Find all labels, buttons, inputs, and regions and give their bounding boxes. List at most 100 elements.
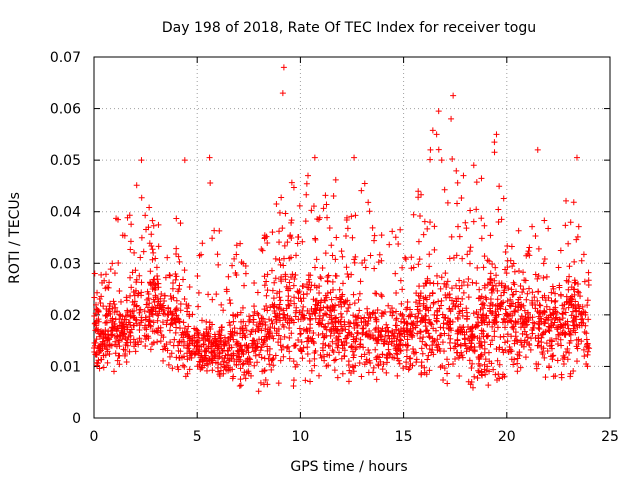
data-point [298, 339, 305, 346]
data-point [246, 318, 253, 325]
data-point [261, 306, 268, 313]
data-point [449, 318, 456, 325]
data-point [182, 331, 189, 338]
data-point [338, 314, 345, 321]
data-point [198, 251, 205, 258]
data-point [474, 374, 481, 381]
data-point [413, 290, 420, 297]
data-point [146, 317, 153, 324]
data-point [562, 222, 569, 229]
data-point [548, 338, 555, 345]
data-point [523, 252, 530, 259]
data-point [400, 315, 407, 322]
data-point [567, 331, 574, 338]
data-point [487, 275, 494, 282]
data-point [476, 362, 483, 369]
data-point [345, 378, 352, 385]
data-point [481, 302, 488, 309]
data-point [375, 362, 382, 369]
data-point [539, 331, 546, 338]
data-point [439, 339, 446, 346]
data-point [423, 296, 430, 303]
data-point [431, 223, 438, 230]
data-point [569, 318, 576, 325]
data-point [583, 336, 590, 343]
data-point [358, 319, 365, 326]
data-point [473, 323, 480, 330]
data-point [462, 219, 469, 226]
x-tick-label: 10 [291, 429, 309, 445]
data-point [127, 332, 134, 339]
data-point [453, 298, 460, 305]
data-point [484, 333, 491, 340]
data-point [120, 323, 127, 330]
data-point [267, 329, 274, 336]
x-tick-label: 20 [498, 429, 516, 445]
data-point [146, 240, 153, 247]
data-point [211, 353, 218, 360]
data-point [123, 358, 130, 365]
data-point [195, 289, 202, 296]
data-point [453, 282, 460, 289]
data-point [404, 336, 411, 343]
data-point [193, 343, 200, 350]
data-point [463, 309, 470, 316]
data-point [252, 345, 259, 352]
data-point [449, 285, 456, 292]
data-point [498, 282, 505, 289]
data-point [573, 337, 580, 344]
data-point [585, 269, 592, 276]
data-point [206, 337, 213, 344]
data-point [514, 368, 521, 375]
data-point [117, 332, 124, 339]
data-point [350, 312, 357, 319]
data-point [504, 242, 511, 249]
data-point [228, 344, 235, 351]
data-point [493, 131, 500, 138]
data-point [469, 384, 476, 391]
data-point [243, 347, 250, 354]
x-tick-label: 25 [601, 429, 619, 445]
data-point [359, 259, 366, 266]
data-point [93, 317, 100, 324]
data-point [422, 280, 429, 287]
data-point [174, 315, 181, 322]
data-point [485, 382, 492, 389]
data-point [557, 247, 564, 254]
data-point [552, 290, 559, 297]
data-point [523, 331, 530, 338]
data-point [279, 321, 286, 328]
data-point [269, 287, 276, 294]
data-point [356, 307, 363, 314]
data-point [511, 340, 518, 347]
data-point [426, 251, 433, 258]
data-point [524, 290, 531, 297]
data-point [406, 328, 413, 335]
data-point [487, 279, 494, 286]
data-point [176, 286, 183, 293]
data-point [295, 233, 302, 240]
data-point [199, 317, 206, 324]
data-point [293, 307, 300, 314]
data-point [329, 252, 336, 259]
data-point [180, 353, 187, 360]
data-point [175, 316, 182, 323]
data-point [172, 308, 179, 315]
data-point [542, 374, 549, 381]
data-point [566, 263, 573, 270]
data-point [293, 361, 300, 368]
data-point [467, 344, 474, 351]
data-point [108, 342, 115, 349]
data-point [304, 351, 311, 358]
data-point [288, 219, 295, 226]
data-point [317, 351, 324, 358]
data-point [354, 329, 361, 336]
data-point [130, 322, 137, 329]
data-point [398, 337, 405, 344]
data-point [250, 319, 257, 326]
data-point [102, 327, 109, 334]
data-point [497, 333, 504, 340]
data-point [276, 294, 283, 301]
data-point [124, 309, 131, 316]
data-point [102, 343, 109, 350]
